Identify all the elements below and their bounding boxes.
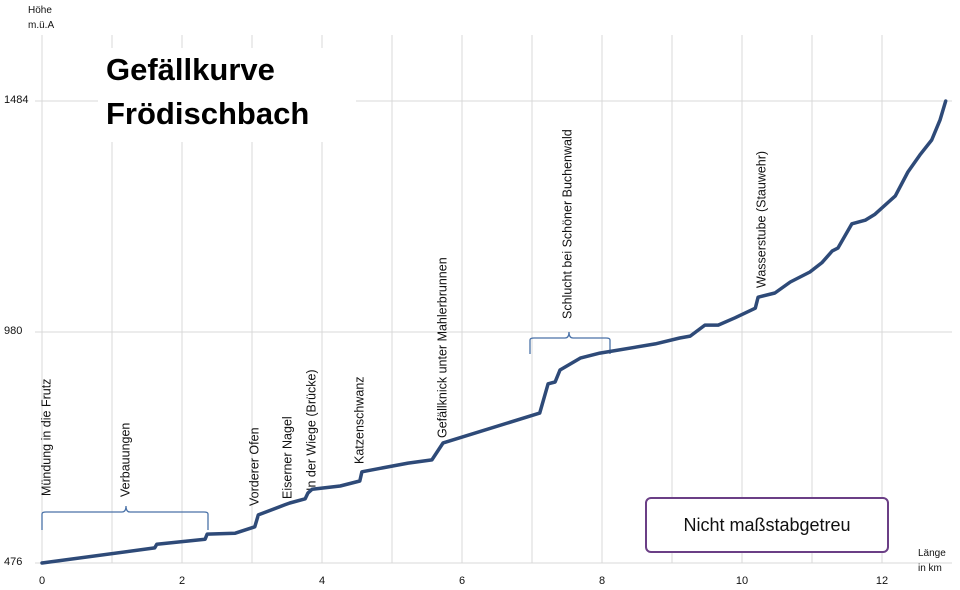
x-tick-label: 2 — [179, 575, 185, 587]
brace — [529, 331, 611, 354]
annotation: Eiserner Nagel — [280, 416, 294, 499]
annotation: Mündung in die Frutz — [39, 379, 53, 496]
x-tick-label: 6 — [459, 575, 465, 587]
x-tick-label: 0 — [39, 575, 45, 587]
annotation: Schlucht bei Schöner Buchenwald — [560, 129, 574, 319]
x-tick-label: 4 — [319, 575, 325, 587]
annotation: Katzenschwanz — [352, 376, 366, 464]
y-axis-label: Höhe m.ü.A — [28, 5, 55, 31]
profile-line — [40, 99, 948, 565]
annotation: Wasserstube (Stauwehr) — [754, 151, 768, 288]
annotation: Vorderer Ofen — [247, 427, 261, 506]
annotation: Gefällknick unter Mahlerbrunnen — [435, 257, 449, 438]
x-axis-label: Länge in km — [918, 548, 946, 574]
annotation: In der Wiege (Brücke) — [304, 369, 318, 491]
y-tick-label: 476 — [4, 556, 22, 568]
x-tick-label: 10 — [736, 575, 748, 587]
chart-title: Gefällkurve Frödischbach — [98, 48, 356, 142]
note-box: Nicht maßstabgetreu — [645, 497, 889, 553]
y-tick-label: 1484 — [4, 94, 28, 106]
annotation: Verbauungen — [118, 423, 132, 497]
brace — [41, 505, 209, 530]
y-tick-label: 980 — [4, 325, 22, 337]
x-tick-label: 8 — [599, 575, 605, 587]
x-tick-label: 12 — [876, 575, 888, 587]
